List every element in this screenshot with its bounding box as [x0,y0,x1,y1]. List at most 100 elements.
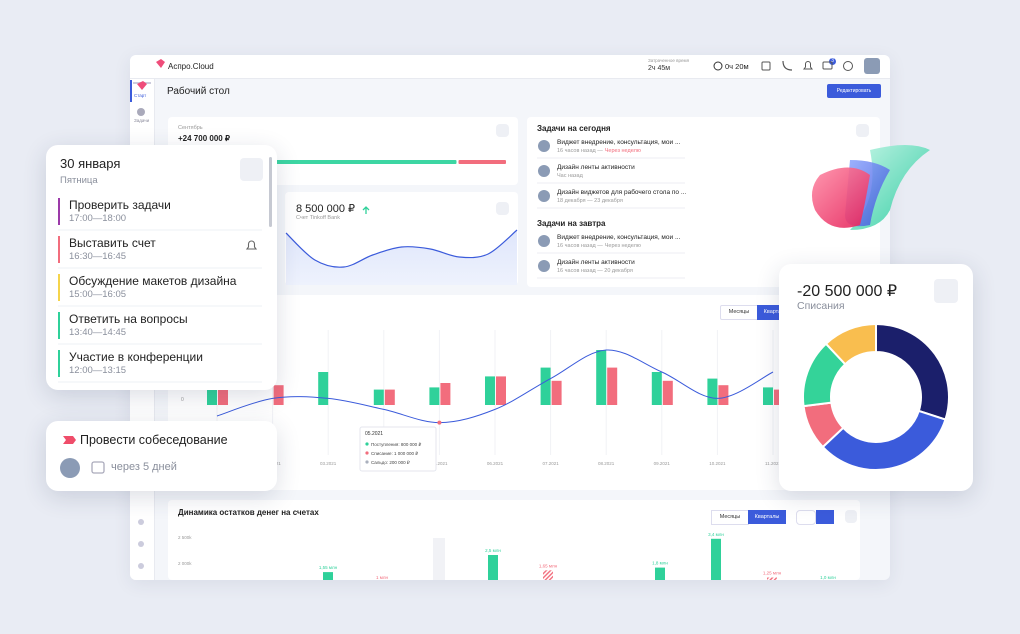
event-time: 13:40—14:45 [69,327,127,338]
account-amount: 8 500 000 ₽ [296,203,355,215]
task-meta: 16 часов назад — Через неделю [557,243,641,249]
bar [485,376,495,405]
bar [429,387,440,405]
event-time: 17:00—18:00 [69,213,127,224]
x-tick-label: 11.2021 [765,461,781,466]
writeoff-amount: -20 500 000 ₽ [797,283,898,300]
tooltip-dot [365,451,369,455]
income-month: Сентябрь [178,125,203,131]
tasks-tomorrow-title: Задачи на завтра [537,219,606,228]
interview-avatar [60,458,80,478]
calendar-date: 30 января [60,156,121,171]
brand-logo [156,59,165,68]
event-time: 15:00—16:05 [69,289,127,300]
event-bar [58,350,60,377]
x-tick-label: 05.2021 [431,461,448,466]
x-tick-label: 10.2021 [709,461,726,466]
event-title[interactable]: Проверить задачи [69,198,171,212]
timer[interactable]: 0ч 20м [725,62,749,71]
calendar-menu[interactable] [240,158,263,181]
task-title[interactable]: Дизайн виджетов для рабочего стола по ..… [557,189,687,196]
event-time: 12:00—13:15 [69,365,127,376]
notes-icon[interactable] [761,61,771,71]
account-menu[interactable] [496,202,509,215]
income-menu[interactable] [496,124,509,137]
sparkline-area [286,230,517,285]
timer-label: Затраченное время [648,58,690,63]
timer-total: 2ч 45м [648,65,671,72]
task-title[interactable]: Дизайн ленты активности [557,259,635,266]
stopwatch-icon [713,61,723,71]
event-bar [58,198,60,225]
task-meta: Час назад [557,173,583,179]
bar [551,380,562,405]
task-title[interactable]: Виджет внедрение, консультация, мои ... [557,139,681,146]
task-meta: 16 часов назад — 20 декабря [557,268,633,274]
interview-icon [63,436,76,444]
nav-start[interactable]: Старт [134,93,147,98]
bar [273,385,284,405]
task-title[interactable]: Дизайн ленты активности [557,164,635,171]
task-meta: 18 декабря — 23 декабря [557,198,623,204]
tooltip-row: Списание: 1 000 000 ₽ [371,451,419,456]
bar [207,389,217,405]
event-title[interactable]: Выставить счет [69,236,156,250]
bar [543,570,553,580]
task-title[interactable]: Виджет внедрение, консультация, мои ... [557,234,681,241]
y-label: 2 500k [178,535,192,540]
value-label: 3,4 млн [708,532,724,537]
bar [373,389,384,405]
balance-tab-quarters[interactable]: Кварталы [748,510,786,524]
task-avatar [538,235,550,247]
bar [596,350,607,405]
help-icon[interactable] [843,61,853,71]
header-bar [130,55,890,79]
balance-title: Динамика остатков денег на счетах [178,508,319,517]
hover-point [437,420,442,425]
balance-line-toggle[interactable] [796,510,816,525]
task-avatar [538,165,550,177]
nav-tasks[interactable]: Задачи [134,118,150,123]
donut-segment [875,322,950,421]
donut-segment [824,322,877,366]
calendar-scrollbar[interactable] [269,157,272,227]
x-tick-label: 09.2021 [654,461,671,466]
writeoff-menu[interactable] [934,279,958,303]
balance-bar-toggle[interactable] [816,510,834,524]
y-label: 2 000k [178,561,192,566]
account-label: Счет Tinkoff Bank [296,215,340,221]
task-avatar [538,140,550,152]
tooltip [359,426,437,472]
bar [711,538,721,580]
trend-arrow [362,206,370,214]
event-title[interactable]: Участие в конференции [69,350,203,364]
phone-icon[interactable] [782,60,793,71]
tasks-today-title: Задачи на сегодня [537,124,611,133]
balance-line [216,349,774,424]
event-title[interactable]: Обсуждение макетов дизайна [69,274,237,288]
bar [496,376,506,405]
tooltip-row: Поступления: 800 000 ₽ [371,442,422,447]
bar [323,572,333,580]
task-avatar [538,190,550,202]
interview-card [46,421,277,491]
progress-segment [458,160,506,164]
sparkline [285,229,518,268]
task-due: Через неделю [604,243,641,249]
bar [763,387,773,405]
chat-icon[interactable] [822,61,833,70]
user-avatar[interactable] [864,58,880,74]
bar [707,378,718,405]
edit-button[interactable]: Редактировать [827,84,881,98]
bell-icon[interactable] [803,61,813,70]
tasks-menu[interactable] [856,124,869,137]
tooltip-dot [365,442,369,446]
bar [384,389,395,405]
calendar-icon [91,461,105,474]
balance-menu[interactable] [845,510,857,523]
value-label: 1,0 млн [820,575,836,580]
event-title[interactable]: Ответить на вопросы [69,312,188,326]
nav-tasks-icon [137,108,145,116]
